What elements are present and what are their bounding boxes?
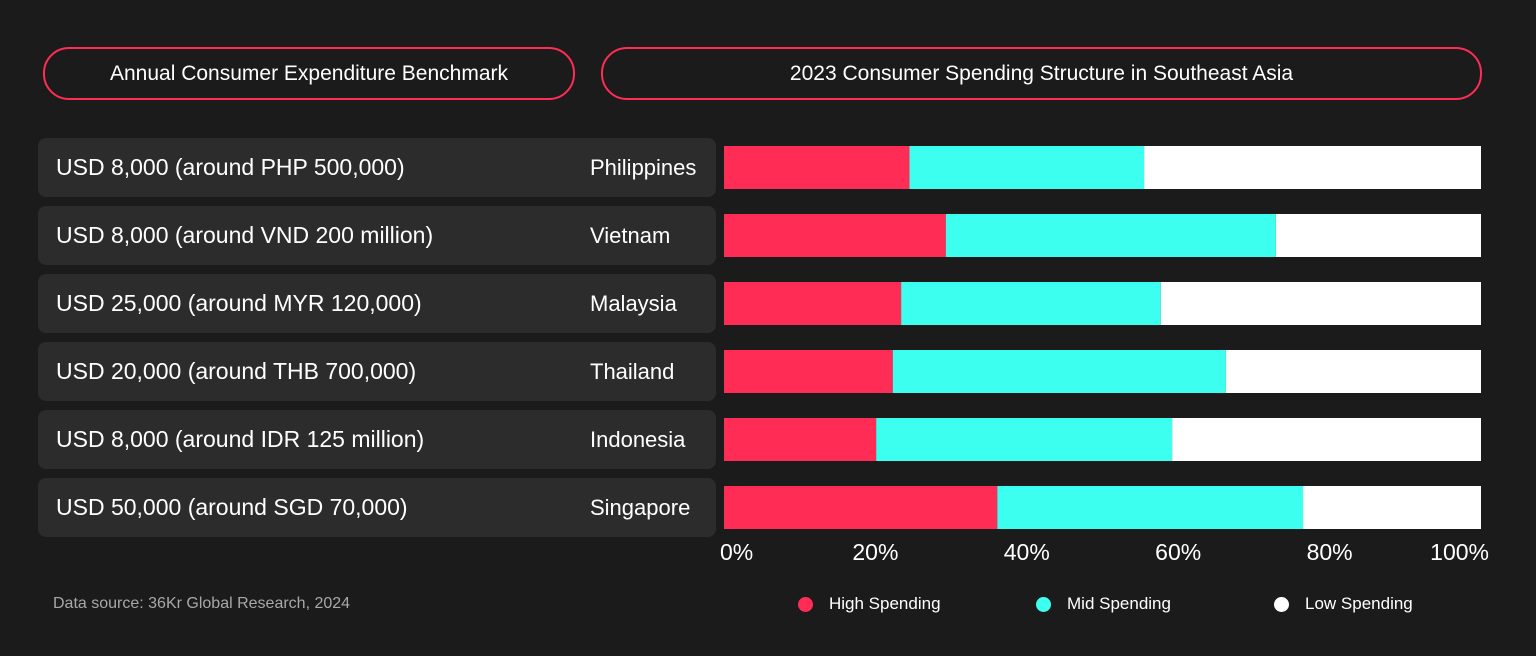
- bar-segment-high-singapore: [724, 486, 998, 529]
- bar-segment-low-thailand: [1225, 350, 1481, 393]
- chart-title: 2023 Consumer Spending Structure in Sout…: [789, 61, 1294, 85]
- benchmark-value: USD 50,000 (around SGD 70,000): [56, 494, 408, 520]
- bar-segment-high-thailand: [724, 350, 893, 393]
- country-label: Malaysia: [590, 291, 677, 316]
- bar-segment-high-vietnam: [724, 214, 946, 257]
- high-spending-dot-icon: [798, 596, 813, 612]
- chart-title-header: 2023 Consumer Spending Structure in Sout…: [601, 47, 1482, 100]
- country-label: Indonesia: [590, 427, 686, 452]
- benchmark-row: USD 8,000 (around VND 200 million) Vietn…: [38, 206, 716, 265]
- bar-segment-mid-malaysia: [901, 282, 1161, 325]
- benchmark-row: USD 50,000 (around SGD 70,000) Singapore: [38, 478, 716, 537]
- x-tick-label: 60%: [1155, 539, 1201, 565]
- mid-spending-dot-icon: [1036, 596, 1051, 612]
- benchmark-row: USD 25,000 (around MYR 120,000) Malaysia: [38, 274, 716, 333]
- data-source-note: Data source: 36Kr Global Research, 2024: [53, 595, 351, 612]
- legend-item-low: Low Spending: [1274, 594, 1413, 614]
- bar-segment-mid-thailand: [892, 350, 1226, 393]
- benchmark-value: USD 8,000 (around IDR 125 million): [56, 426, 425, 452]
- bar-segment-low-vietnam: [1275, 214, 1481, 257]
- bar-segment-mid-philippines: [909, 146, 1145, 189]
- benchmark-row: USD 8,000 (around PHP 500,000) Philippin…: [38, 138, 716, 197]
- bar-segment-low-indonesia: [1172, 418, 1481, 461]
- x-tick-label: 100%: [1430, 539, 1489, 565]
- benchmark-row: USD 8,000 (around IDR 125 million) Indon…: [38, 410, 716, 469]
- benchmark-header-label: Annual Consumer Expenditure Benchmark: [109, 61, 509, 85]
- benchmark-row: USD 20,000 (around THB 700,000) Thailand: [38, 342, 716, 401]
- legend-item-high: High Spending: [798, 594, 941, 614]
- legend-label: High Spending: [829, 594, 941, 613]
- bar-segment-mid-singapore: [997, 486, 1304, 529]
- bar-segment-low-philippines: [1144, 146, 1481, 189]
- bar-segment-low-singapore: [1303, 486, 1481, 529]
- benchmark-value: USD 20,000 (around THB 700,000): [56, 358, 417, 384]
- country-label: Vietnam: [590, 223, 671, 248]
- benchmark-value: USD 8,000 (around PHP 500,000): [56, 154, 405, 180]
- bar-segment-high-philippines: [724, 146, 910, 189]
- legend-item-mid: Mid Spending: [1036, 594, 1171, 614]
- x-tick-label: 0%: [720, 539, 753, 565]
- legend-label: Low Spending: [1305, 594, 1413, 613]
- bar-segment-high-malaysia: [724, 282, 902, 325]
- country-label: Singapore: [590, 495, 691, 520]
- legend-label: Mid Spending: [1067, 594, 1171, 613]
- low-spending-dot-icon: [1274, 596, 1289, 612]
- x-tick-label: 40%: [1004, 539, 1050, 565]
- x-tick-label: 80%: [1307, 539, 1353, 565]
- x-tick-label: 20%: [852, 539, 898, 565]
- country-label: Philippines: [590, 155, 697, 180]
- benchmark-header: Annual Consumer Expenditure Benchmark: [43, 47, 575, 100]
- bar-segment-mid-vietnam: [945, 214, 1276, 257]
- country-label: Thailand: [590, 359, 675, 384]
- benchmark-value: USD 8,000 (around VND 200 million): [56, 222, 434, 248]
- bar-segment-high-indonesia: [724, 418, 877, 461]
- benchmark-value: USD 25,000 (around MYR 120,000): [56, 290, 422, 316]
- bar-segment-mid-indonesia: [876, 418, 1173, 461]
- bar-segment-low-malaysia: [1160, 282, 1481, 325]
